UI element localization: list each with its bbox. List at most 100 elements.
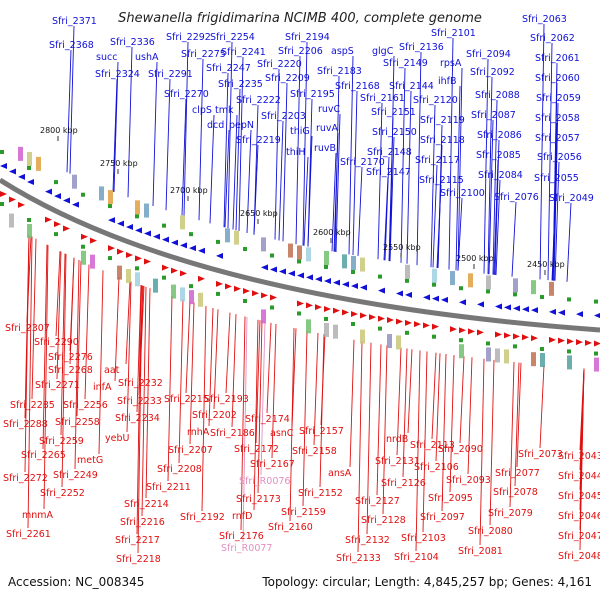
- forward-feature: [531, 307, 538, 314]
- leader-line: [493, 159, 499, 275]
- leader-line: [333, 132, 339, 252]
- forward-feature: [270, 266, 277, 273]
- reverse-feature: [594, 340, 600, 347]
- gene-label: Sfri_2216: [120, 517, 165, 528]
- tick-dot: [594, 351, 598, 356]
- leader-line: [430, 104, 436, 268]
- leader-line: [487, 76, 493, 275]
- feature-band: [36, 156, 41, 171]
- tick-dot: [297, 259, 301, 264]
- tick-label: 2700 kbp: [170, 186, 208, 195]
- leader-line: [260, 321, 266, 476]
- feature-band: [468, 273, 473, 288]
- leader-line: [257, 320, 263, 494]
- leader-line: [516, 362, 522, 468]
- gene-label: Sfri_2094: [466, 49, 511, 60]
- feature-band: [495, 348, 500, 363]
- reverse-feature: [369, 314, 376, 321]
- coordinate-ticks: 2800 kbp 2750 kbp 2700 kbp 2650 kbp 2600 kbp…: [40, 126, 565, 275]
- gene-label: Sfri_2086: [477, 130, 522, 141]
- gene-label: yebU: [105, 433, 129, 444]
- gene-label: Sfri_2120: [413, 95, 458, 106]
- leader-line: [240, 316, 246, 531]
- tick-dot: [243, 298, 247, 303]
- gene-label: Sfri_2048: [558, 551, 600, 562]
- gene-label: Sfri_2192: [180, 512, 225, 523]
- gene-label: Sfri_2174: [245, 414, 290, 425]
- tick-dot: [513, 344, 517, 349]
- feature-band: [9, 213, 14, 228]
- reverse-feature: [432, 323, 439, 330]
- leader-line: [307, 135, 313, 247]
- leader-line: [415, 350, 421, 552]
- reverse-feature: [261, 292, 268, 299]
- forward-feature: [549, 308, 556, 315]
- forward-feature: [378, 287, 385, 294]
- tick-dot: [540, 347, 544, 352]
- feature-band: [540, 353, 545, 368]
- feature-band: [432, 268, 437, 283]
- gene-label: Sfri_2290: [34, 337, 79, 348]
- reverse-feature: [171, 267, 178, 274]
- gene-label: Sfri_2324: [95, 69, 140, 80]
- leader-line: [61, 253, 67, 488]
- leader-line: [554, 161, 560, 281]
- forward-feature: [27, 178, 34, 185]
- feature-band: [18, 146, 23, 161]
- leader-line: [231, 314, 237, 428]
- forward-feature: [351, 282, 358, 289]
- leader-line: [127, 46, 133, 198]
- leader-line: [357, 341, 363, 553]
- leader-line: [457, 67, 463, 271]
- gene-label: glgC: [372, 46, 394, 57]
- feature-band: [180, 287, 185, 302]
- tick-dot: [297, 311, 301, 316]
- tick-dot: [108, 256, 112, 261]
- tick-dot: [513, 292, 517, 297]
- tick-dot: [243, 246, 247, 251]
- leader-line: [483, 58, 489, 274]
- reverse-feature: [396, 318, 403, 325]
- forward-feature: [495, 303, 502, 310]
- forward-feature: [144, 230, 151, 237]
- gene-label: dcd: [207, 120, 224, 131]
- leader-line: [302, 41, 308, 246]
- tick-dot: [351, 269, 355, 274]
- gene-label: Sfri_2371: [52, 16, 97, 27]
- gene-label: Sfri_2131: [375, 456, 420, 467]
- leader-line: [389, 136, 395, 262]
- feature-band: [27, 223, 32, 238]
- leader-line: [232, 114, 238, 230]
- gene-label: Sfri_2117: [415, 155, 460, 166]
- feature-band: [297, 245, 302, 260]
- reverse-feature: [405, 319, 412, 326]
- gene-label: Sfri_2233: [117, 396, 162, 407]
- reverse-feature: [54, 221, 61, 228]
- tick-dot: [432, 282, 436, 287]
- leader-line: [303, 156, 309, 246]
- feature-band: [126, 269, 131, 284]
- leader-line: [357, 166, 363, 256]
- gene-label: thiH: [286, 147, 306, 158]
- gene-label: Sfri_2307: [5, 323, 50, 334]
- gene-label: rnhA: [187, 427, 210, 438]
- gene-label: Sfri_2126: [381, 478, 426, 489]
- gene-label: Sfri_2247: [206, 63, 251, 74]
- leader-line: [455, 85, 461, 271]
- leader-line: [436, 184, 442, 268]
- gene-label: Sfri_2292: [166, 32, 211, 43]
- tick-dot: [162, 223, 166, 228]
- leader-line: [366, 342, 372, 535]
- forward-feature: [522, 306, 529, 313]
- feature-band: [594, 357, 599, 372]
- feature-band: [549, 281, 554, 296]
- gene-label: Sfri_2272: [3, 473, 48, 484]
- forward-feature: [261, 264, 268, 271]
- leader-line: [225, 312, 231, 394]
- leader-line: [566, 202, 572, 282]
- genome-backbone: [0, 177, 600, 333]
- gene-label: Sfri_2252: [40, 488, 85, 499]
- reverse-feature: [459, 327, 466, 334]
- gene-label: Sfri_2061: [535, 53, 580, 64]
